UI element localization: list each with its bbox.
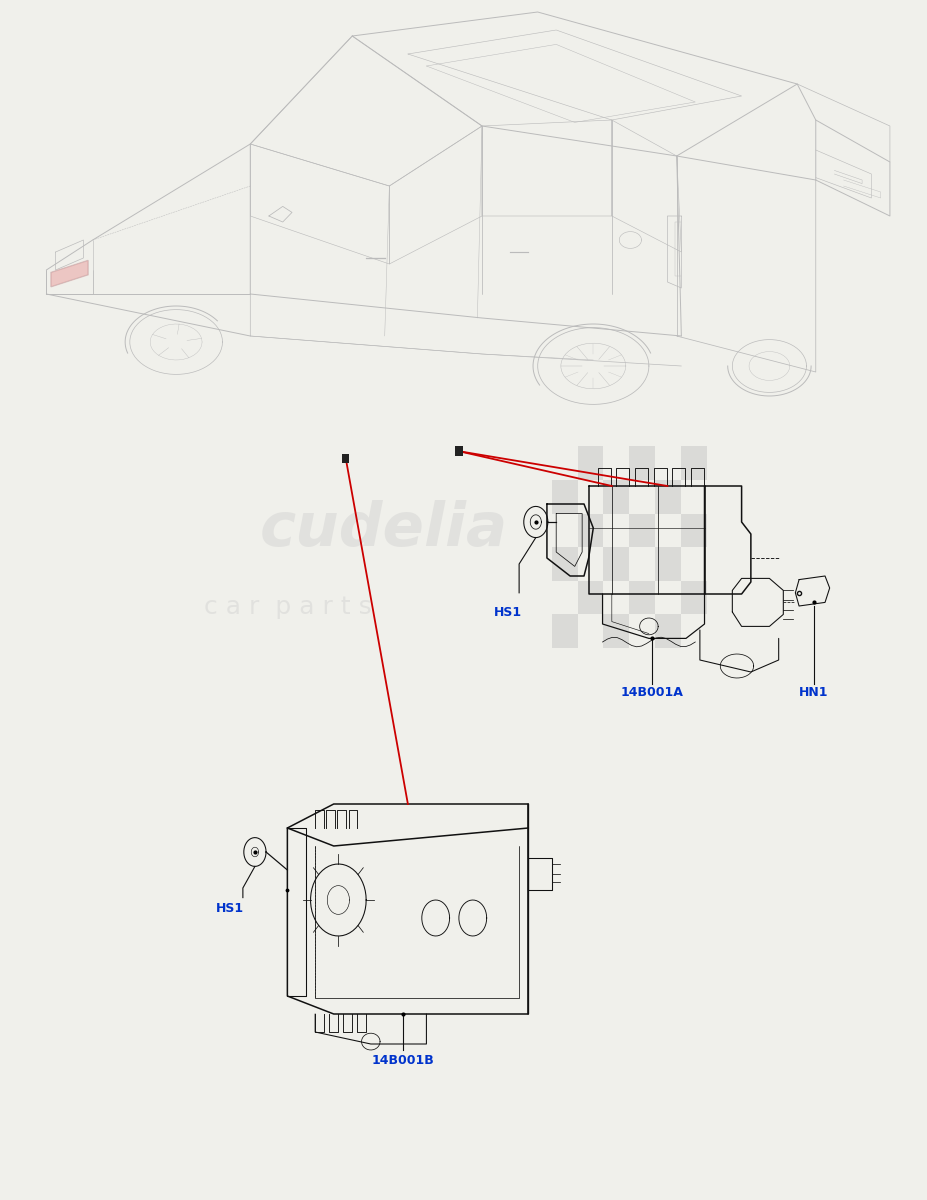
Bar: [578, 446, 603, 480]
Text: HS1: HS1: [494, 606, 522, 619]
Bar: [655, 547, 681, 581]
Text: 14B001B: 14B001B: [372, 1054, 435, 1067]
Text: c a r  p a r t s: c a r p a r t s: [204, 595, 372, 619]
Text: cudelia: cudelia: [260, 500, 508, 559]
Bar: [578, 581, 603, 614]
Bar: [655, 614, 681, 648]
Bar: [552, 614, 578, 648]
Text: 14B001A: 14B001A: [620, 686, 683, 700]
Bar: [603, 547, 629, 581]
Bar: [552, 480, 578, 514]
Bar: [629, 446, 655, 480]
Polygon shape: [51, 260, 88, 287]
Bar: [342, 454, 349, 463]
Bar: [603, 480, 629, 514]
Bar: [603, 614, 629, 648]
Bar: [455, 446, 463, 456]
Text: HS1: HS1: [216, 902, 244, 916]
Bar: [629, 581, 655, 614]
Bar: [681, 514, 707, 547]
Bar: [578, 514, 603, 547]
Bar: [552, 547, 578, 581]
Text: HN1: HN1: [799, 686, 829, 700]
Bar: [655, 480, 681, 514]
Bar: [629, 514, 655, 547]
Bar: [681, 581, 707, 614]
Bar: [681, 446, 707, 480]
